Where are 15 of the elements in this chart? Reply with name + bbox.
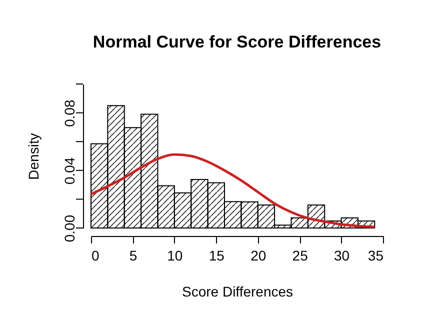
x-tick-label: 25	[292, 248, 308, 264]
x-tick-label: 0	[92, 248, 100, 264]
x-tick-label: 15	[208, 248, 225, 264]
x-tick-label: 20	[250, 248, 266, 264]
x-tick-label: 10	[167, 248, 183, 264]
y-tick-label: 0.00	[62, 214, 78, 242]
y-axis-title: Density	[26, 133, 42, 180]
x-axis-title: Score Differences	[182, 284, 294, 300]
x-tick-label: 5	[129, 248, 138, 264]
chart-title: Normal Curve for Score Differences	[92, 32, 382, 52]
x-tick-label: 35	[368, 248, 384, 264]
y-tick-label: 0.04	[62, 157, 78, 185]
line-series	[90, 153, 376, 228]
x-tick-label: 30	[334, 248, 350, 264]
y-tick-label: 0.08	[62, 99, 78, 127]
